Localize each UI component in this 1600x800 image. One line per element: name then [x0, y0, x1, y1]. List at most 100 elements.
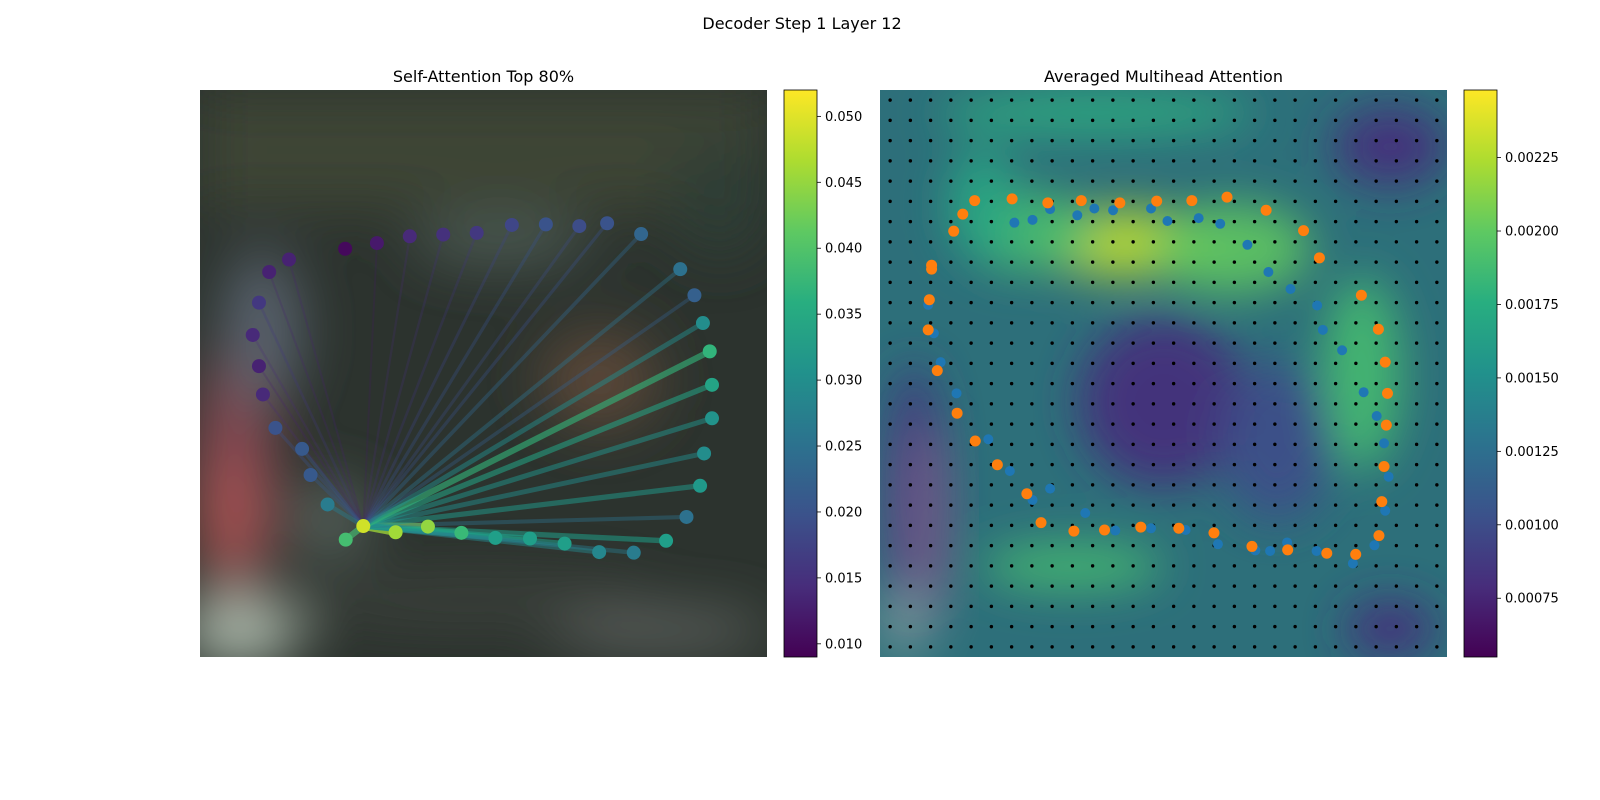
heatmap-area	[880, 90, 1447, 657]
grid-point	[1111, 199, 1115, 204]
grid-point	[1009, 240, 1014, 244]
grid-point	[1333, 300, 1338, 305]
grid-point	[1192, 645, 1196, 649]
grid-point	[1171, 483, 1176, 487]
grid-point	[1009, 361, 1014, 366]
grid-point	[949, 564, 953, 568]
grid-point	[1212, 584, 1216, 588]
grid-point	[1050, 604, 1054, 609]
grid-point	[1009, 483, 1014, 487]
grid-point	[1273, 564, 1277, 568]
self-attention-colorbar: 0.010 0.015 0.020 0.025 0.030 0.035 0.040 0.045…	[783, 89, 862, 658]
grid-point	[1090, 604, 1095, 609]
grid-point	[1414, 361, 1419, 366]
grid-point	[1252, 280, 1257, 285]
grid-point	[1273, 523, 1277, 528]
grid-point	[1333, 564, 1338, 568]
grid-point	[1354, 280, 1358, 285]
heat-region	[1322, 277, 1402, 470]
grid-point	[1171, 280, 1176, 285]
attention-point	[320, 497, 335, 512]
series-orange-point	[1372, 323, 1384, 335]
heat-region	[936, 90, 1255, 136]
grid-point	[1030, 159, 1034, 163]
grid-point	[1435, 361, 1439, 366]
grid-point	[928, 402, 933, 406]
grid-point	[888, 341, 892, 345]
grid-point	[1252, 219, 1257, 224]
grid-point	[1252, 321, 1257, 325]
grid-point	[1232, 260, 1237, 264]
grid-point	[1252, 645, 1257, 649]
grid-point	[989, 564, 994, 568]
series-orange-point	[1035, 517, 1047, 529]
grid-point	[1070, 604, 1075, 609]
grid-point	[1030, 523, 1034, 528]
grid-point	[1414, 543, 1419, 548]
grid-point	[1050, 118, 1054, 123]
grid-point	[1070, 564, 1075, 568]
grid-point	[1030, 240, 1034, 244]
colorbar-tick-label: 0.00075	[1505, 592, 1559, 607]
grid-point	[1151, 280, 1156, 285]
grid-point	[1070, 321, 1075, 325]
grid-point	[1171, 199, 1176, 204]
grid-point	[1131, 402, 1135, 406]
grid-point	[1354, 543, 1358, 548]
attention-point	[592, 545, 607, 560]
grid-point	[1435, 604, 1439, 609]
grid-point	[1374, 584, 1378, 588]
grid-point	[1090, 118, 1095, 123]
attention-point	[303, 467, 318, 482]
grid-point	[1192, 564, 1196, 568]
grid-point	[908, 321, 913, 325]
grid-point	[928, 543, 933, 548]
self-attention-background-image	[200, 90, 767, 657]
grid-point	[1212, 179, 1216, 183]
attention-point	[693, 478, 708, 493]
grid-point	[888, 564, 892, 568]
grid-point	[908, 462, 913, 467]
grid-point	[1212, 118, 1216, 123]
grid-point	[1030, 260, 1034, 264]
grid-point	[908, 98, 913, 102]
grid-point	[1374, 98, 1378, 102]
grid-point	[1354, 159, 1358, 163]
grid-point	[1252, 260, 1257, 264]
grid-point	[888, 381, 892, 386]
grid-point	[1070, 199, 1075, 204]
grid-point	[908, 442, 913, 447]
grid-point	[1232, 219, 1237, 224]
colorbar-tick-label: 0.015	[825, 571, 862, 586]
grid-point	[1232, 442, 1237, 447]
grid-point	[1212, 98, 1216, 102]
grid-point	[1232, 381, 1237, 386]
grid-point	[1333, 402, 1338, 406]
grid-point	[1313, 98, 1318, 102]
grid-point	[1435, 624, 1439, 629]
grid-point	[969, 98, 973, 102]
grid-point	[1414, 159, 1419, 163]
multihead-attention-panel: Averaged Multihead Attention	[880, 67, 1447, 657]
grid-point	[1030, 98, 1034, 102]
grid-point	[1151, 442, 1156, 447]
grid-point	[1435, 341, 1439, 345]
grid-point	[1212, 523, 1216, 528]
grid-point	[1435, 381, 1439, 386]
attention-line	[361, 231, 479, 528]
grid-point	[1273, 645, 1277, 649]
grid-point	[1070, 402, 1075, 406]
grid-point	[1131, 523, 1135, 528]
grid-point	[1009, 442, 1014, 447]
grid-point	[1252, 300, 1257, 305]
grid-point	[1394, 422, 1399, 426]
attention-line	[361, 267, 683, 529]
attention-line	[308, 473, 366, 528]
grid-point	[969, 159, 973, 163]
grid-point	[1090, 584, 1095, 588]
grid-point	[1050, 240, 1054, 244]
grid-point	[1252, 503, 1257, 507]
series-blue-point	[1110, 525, 1121, 536]
figure-title: Decoder Step 1 Layer 12	[702, 14, 901, 33]
grid-point	[1151, 503, 1156, 507]
